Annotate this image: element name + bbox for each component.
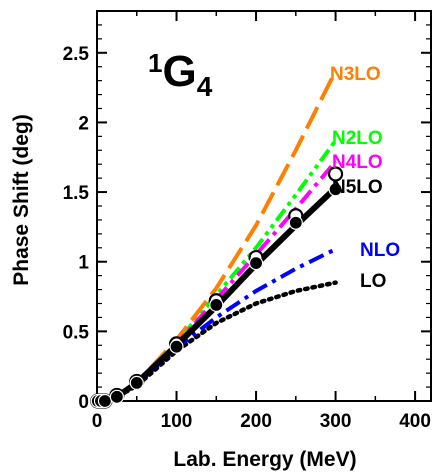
series-label-n2lo: N2LO	[332, 128, 383, 149]
series-label-n3lo: N3LO	[330, 64, 381, 85]
series-line-n2lo	[96, 139, 338, 403]
series-labels: LO NLO N2LO N3LO N4LO N5LO	[330, 64, 400, 292]
title-main: G	[162, 47, 196, 96]
series-lines	[94, 70, 338, 404]
series-label-n4lo: N4LO	[332, 152, 383, 173]
open-data-point	[327, 166, 344, 182]
x-tick-label: 200	[240, 411, 272, 432]
series-line-n4lo	[96, 160, 338, 403]
filled-data-point	[169, 339, 184, 354]
filled-data-point	[288, 215, 303, 230]
x-tick-label: 300	[320, 411, 352, 432]
y-tick-label: 1	[78, 253, 89, 274]
title-sub: 4	[197, 71, 213, 102]
x-tick-label: 0	[92, 411, 103, 432]
x-tick-label: 400	[399, 411, 431, 432]
filled-data-point	[209, 297, 224, 312]
y-axis-label: Phase Shift (deg)	[10, 114, 33, 286]
filled-data-point	[328, 182, 343, 197]
axis-ticks	[96, 11, 431, 402]
chart-title: 1G4	[148, 47, 213, 102]
series-label-n5lo: N5LO	[332, 177, 383, 198]
filled-data-point	[129, 375, 144, 390]
filled-data-point	[248, 256, 264, 271]
y-tick-label: 1.5	[63, 183, 90, 204]
data-points	[90, 166, 344, 409]
y-tick-label: 2	[78, 113, 89, 134]
x-tick-label: 100	[161, 411, 193, 432]
y-tick-label: 0	[78, 392, 89, 413]
series-label-nlo: NLO	[360, 240, 400, 261]
filled-data-point	[97, 393, 113, 409]
title-sup: 1	[148, 48, 162, 78]
series-label-lo: LO	[360, 271, 386, 292]
series-line-n3lo	[96, 70, 338, 403]
tick-labels: 0 100 200 300 400 0 0.5 1 1.5 2 2.5	[63, 44, 431, 432]
filled-data-point	[109, 389, 124, 404]
x-axis-label: Lab. Energy (MeV)	[173, 448, 356, 471]
y-tick-label: 0.5	[63, 322, 90, 343]
y-tick-label: 2.5	[63, 44, 90, 65]
